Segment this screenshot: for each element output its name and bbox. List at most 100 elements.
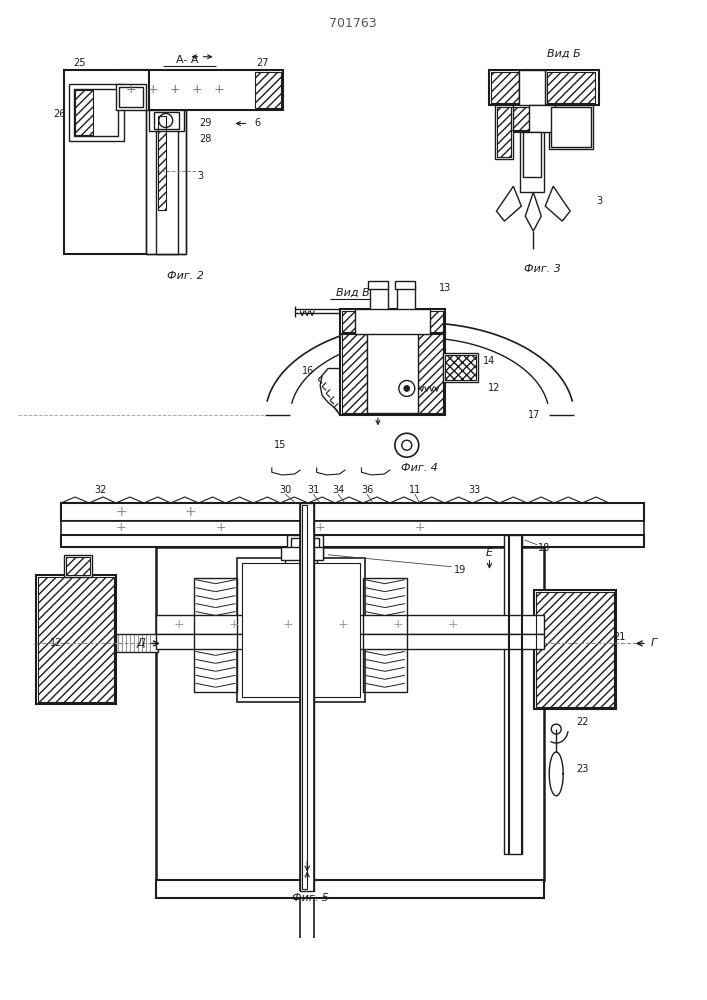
Bar (302, 505, 307, 889)
Text: 32: 32 (95, 485, 107, 495)
Polygon shape (545, 186, 570, 221)
Text: 12: 12 (489, 383, 501, 393)
Bar (75, 90, 93, 135)
Bar (342, 333, 367, 413)
Circle shape (551, 724, 561, 734)
Text: +: + (185, 505, 197, 519)
Bar (66, 557, 90, 575)
Text: 17: 17 (528, 410, 540, 420)
Bar (489, 70, 599, 105)
Text: Вид В: Вид В (336, 288, 370, 298)
Text: A- A: A- A (177, 55, 199, 65)
Bar (537, 592, 614, 707)
Bar (64, 555, 92, 577)
Bar (549, 105, 593, 149)
Bar (75, 90, 93, 135)
Bar (504, 535, 522, 854)
Text: E: E (486, 548, 493, 558)
Text: 36: 36 (361, 485, 373, 495)
Text: Вид Б: Вид Б (547, 49, 581, 59)
Bar (158, 116, 165, 210)
Polygon shape (525, 192, 542, 231)
Text: +: + (215, 521, 226, 534)
Circle shape (159, 114, 173, 127)
Text: +: + (115, 505, 127, 519)
Bar (255, 72, 281, 108)
Text: 30: 30 (279, 485, 291, 495)
Circle shape (402, 440, 411, 450)
Circle shape (399, 380, 415, 396)
Text: 29: 29 (199, 118, 212, 128)
Text: +: + (192, 83, 202, 96)
Bar (511, 107, 531, 130)
Bar (418, 333, 443, 413)
Text: 27: 27 (256, 58, 269, 68)
Text: Фиг. 3: Фиг. 3 (524, 264, 561, 274)
Bar (370, 286, 388, 312)
Bar (496, 105, 513, 159)
Bar (342, 311, 443, 332)
Bar (511, 107, 531, 130)
Bar (520, 70, 545, 105)
Bar (116, 634, 158, 652)
Bar (69, 84, 124, 141)
Bar (154, 112, 179, 129)
Bar (61, 503, 644, 521)
Text: +: + (214, 83, 224, 96)
Bar (445, 355, 476, 380)
Bar (255, 72, 281, 108)
Bar (146, 110, 186, 254)
Text: 33: 33 (469, 485, 481, 495)
Text: 14: 14 (484, 356, 496, 366)
Bar (156, 115, 177, 254)
Bar (61, 535, 644, 547)
Bar (61, 521, 644, 535)
Text: +: + (170, 83, 180, 96)
Bar (156, 615, 544, 634)
Text: 15: 15 (274, 440, 286, 450)
Text: +: + (126, 83, 136, 96)
Bar (523, 132, 542, 177)
Text: Фиг. 2: Фиг. 2 (168, 271, 204, 281)
Bar (287, 535, 323, 559)
Bar (368, 281, 388, 289)
Bar (530, 105, 555, 132)
Bar (156, 880, 544, 898)
Bar (547, 72, 595, 103)
Text: Г: Г (650, 638, 657, 648)
Bar (156, 634, 544, 649)
Bar (491, 72, 542, 103)
Text: Фиг. 5: Фиг. 5 (292, 893, 329, 903)
Text: +: + (116, 521, 127, 534)
Bar (238, 558, 365, 702)
Bar (116, 84, 146, 110)
Bar (397, 286, 415, 312)
Text: 11: 11 (409, 485, 421, 495)
Text: 28: 28 (199, 134, 212, 144)
Bar (66, 557, 90, 575)
Bar (342, 333, 367, 413)
Text: 16: 16 (302, 366, 315, 376)
Bar (355, 309, 430, 334)
Bar (158, 116, 165, 210)
Bar (38, 577, 114, 702)
Text: 21: 21 (613, 632, 625, 642)
Bar (363, 578, 407, 692)
Bar (116, 70, 284, 110)
Text: 19: 19 (453, 565, 466, 575)
Text: 31: 31 (307, 485, 320, 495)
Circle shape (395, 433, 419, 457)
Text: +: + (283, 618, 293, 631)
Text: +: + (338, 618, 349, 631)
Bar (534, 590, 616, 709)
Bar (445, 355, 476, 380)
Text: 701763: 701763 (329, 17, 377, 30)
Text: +: + (315, 521, 325, 534)
Bar (64, 70, 148, 254)
Text: 3: 3 (596, 196, 602, 206)
Bar (74, 89, 118, 136)
Bar (281, 547, 323, 560)
Text: Фиг. 4: Фиг. 4 (402, 463, 438, 473)
Bar (291, 538, 319, 558)
Bar (498, 107, 511, 157)
